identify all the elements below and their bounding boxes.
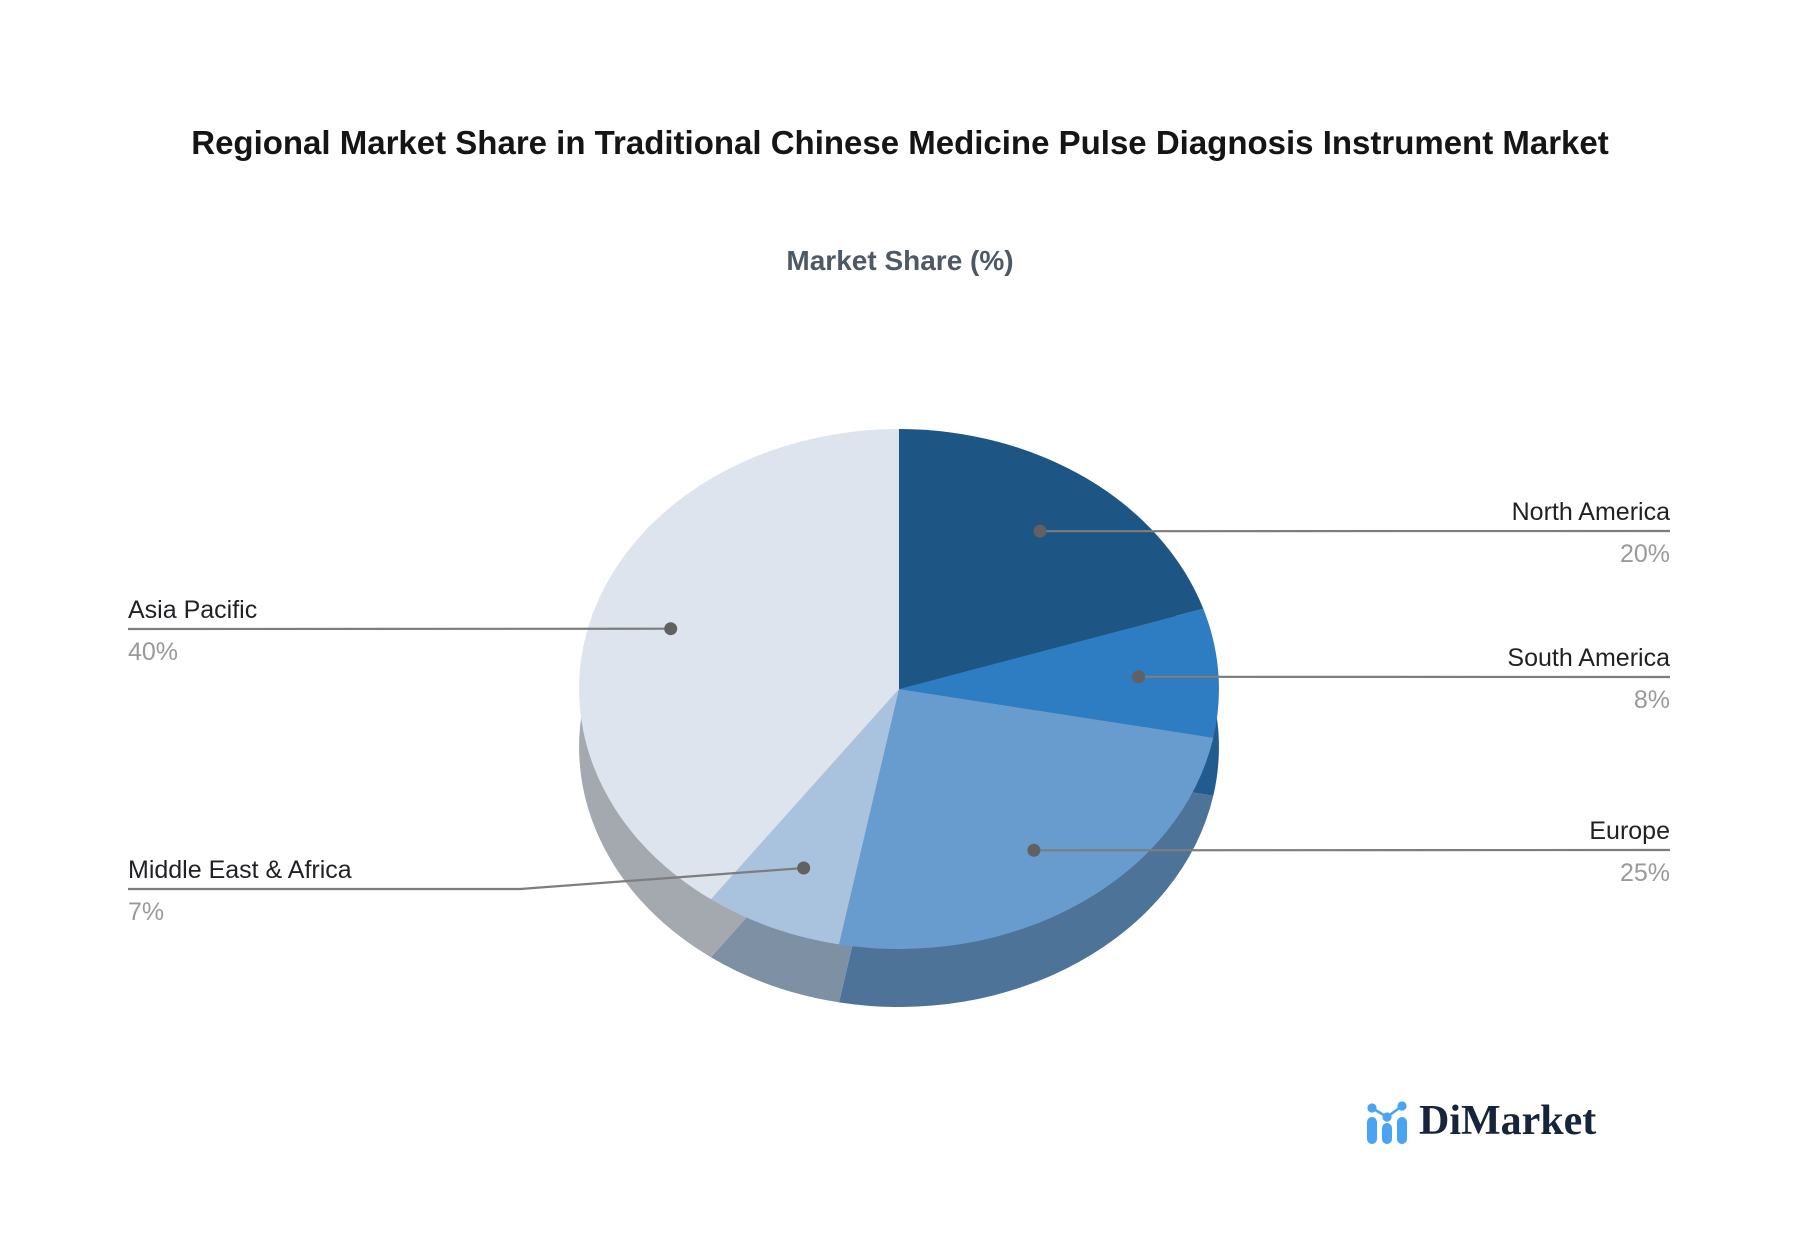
leader-dot-middle-east-africa bbox=[797, 861, 811, 875]
chart-subtitle: Market Share (%) bbox=[786, 245, 1014, 276]
slice-percent-north-america: 20% bbox=[1619, 540, 1670, 568]
leader-dot-asia-pacific bbox=[664, 622, 678, 636]
pie-slice-middle-east-africa[interactable] bbox=[710, 689, 899, 945]
slice-percent-europe: 25% bbox=[1619, 859, 1670, 887]
mini-bar-line-chart-icon bbox=[1367, 1101, 1407, 1144]
slice-label-asia-pacific: Asia Pacific bbox=[128, 596, 258, 624]
brand-logo-text: DiMarket bbox=[1419, 1098, 1597, 1144]
slice-percent-asia-pacific: 40% bbox=[128, 638, 179, 666]
chart-title: Regional Market Share in Traditional Chi… bbox=[0, 118, 1800, 167]
slice-percent-middle-east-africa: 7% bbox=[128, 898, 165, 926]
slice-label-europe: Europe bbox=[1589, 817, 1670, 845]
leader-dot-north-america bbox=[1033, 524, 1047, 538]
leader-dot-south-america bbox=[1132, 670, 1145, 684]
pie-slice-south-america[interactable] bbox=[899, 608, 1219, 738]
leader-dot-europe bbox=[1027, 843, 1041, 857]
brand-logo: DiMarket bbox=[1363, 1096, 1596, 1148]
chart-title-text: Regional Market Share in Traditional Chi… bbox=[191, 124, 1609, 161]
slice-label-south-america: South America bbox=[1507, 644, 1670, 672]
pie-slice-asia-pacific[interactable] bbox=[579, 429, 899, 900]
pie-slice-north-america[interactable] bbox=[899, 429, 1204, 689]
pie-slice-europe[interactable] bbox=[839, 689, 1214, 950]
slice-label-north-america: North America bbox=[1511, 498, 1670, 526]
slice-percent-south-america: 8% bbox=[1633, 686, 1670, 714]
slice-label-middle-east-africa: Middle East & Africa bbox=[128, 856, 352, 884]
leader-line-middle-east-africa bbox=[128, 866, 804, 891]
